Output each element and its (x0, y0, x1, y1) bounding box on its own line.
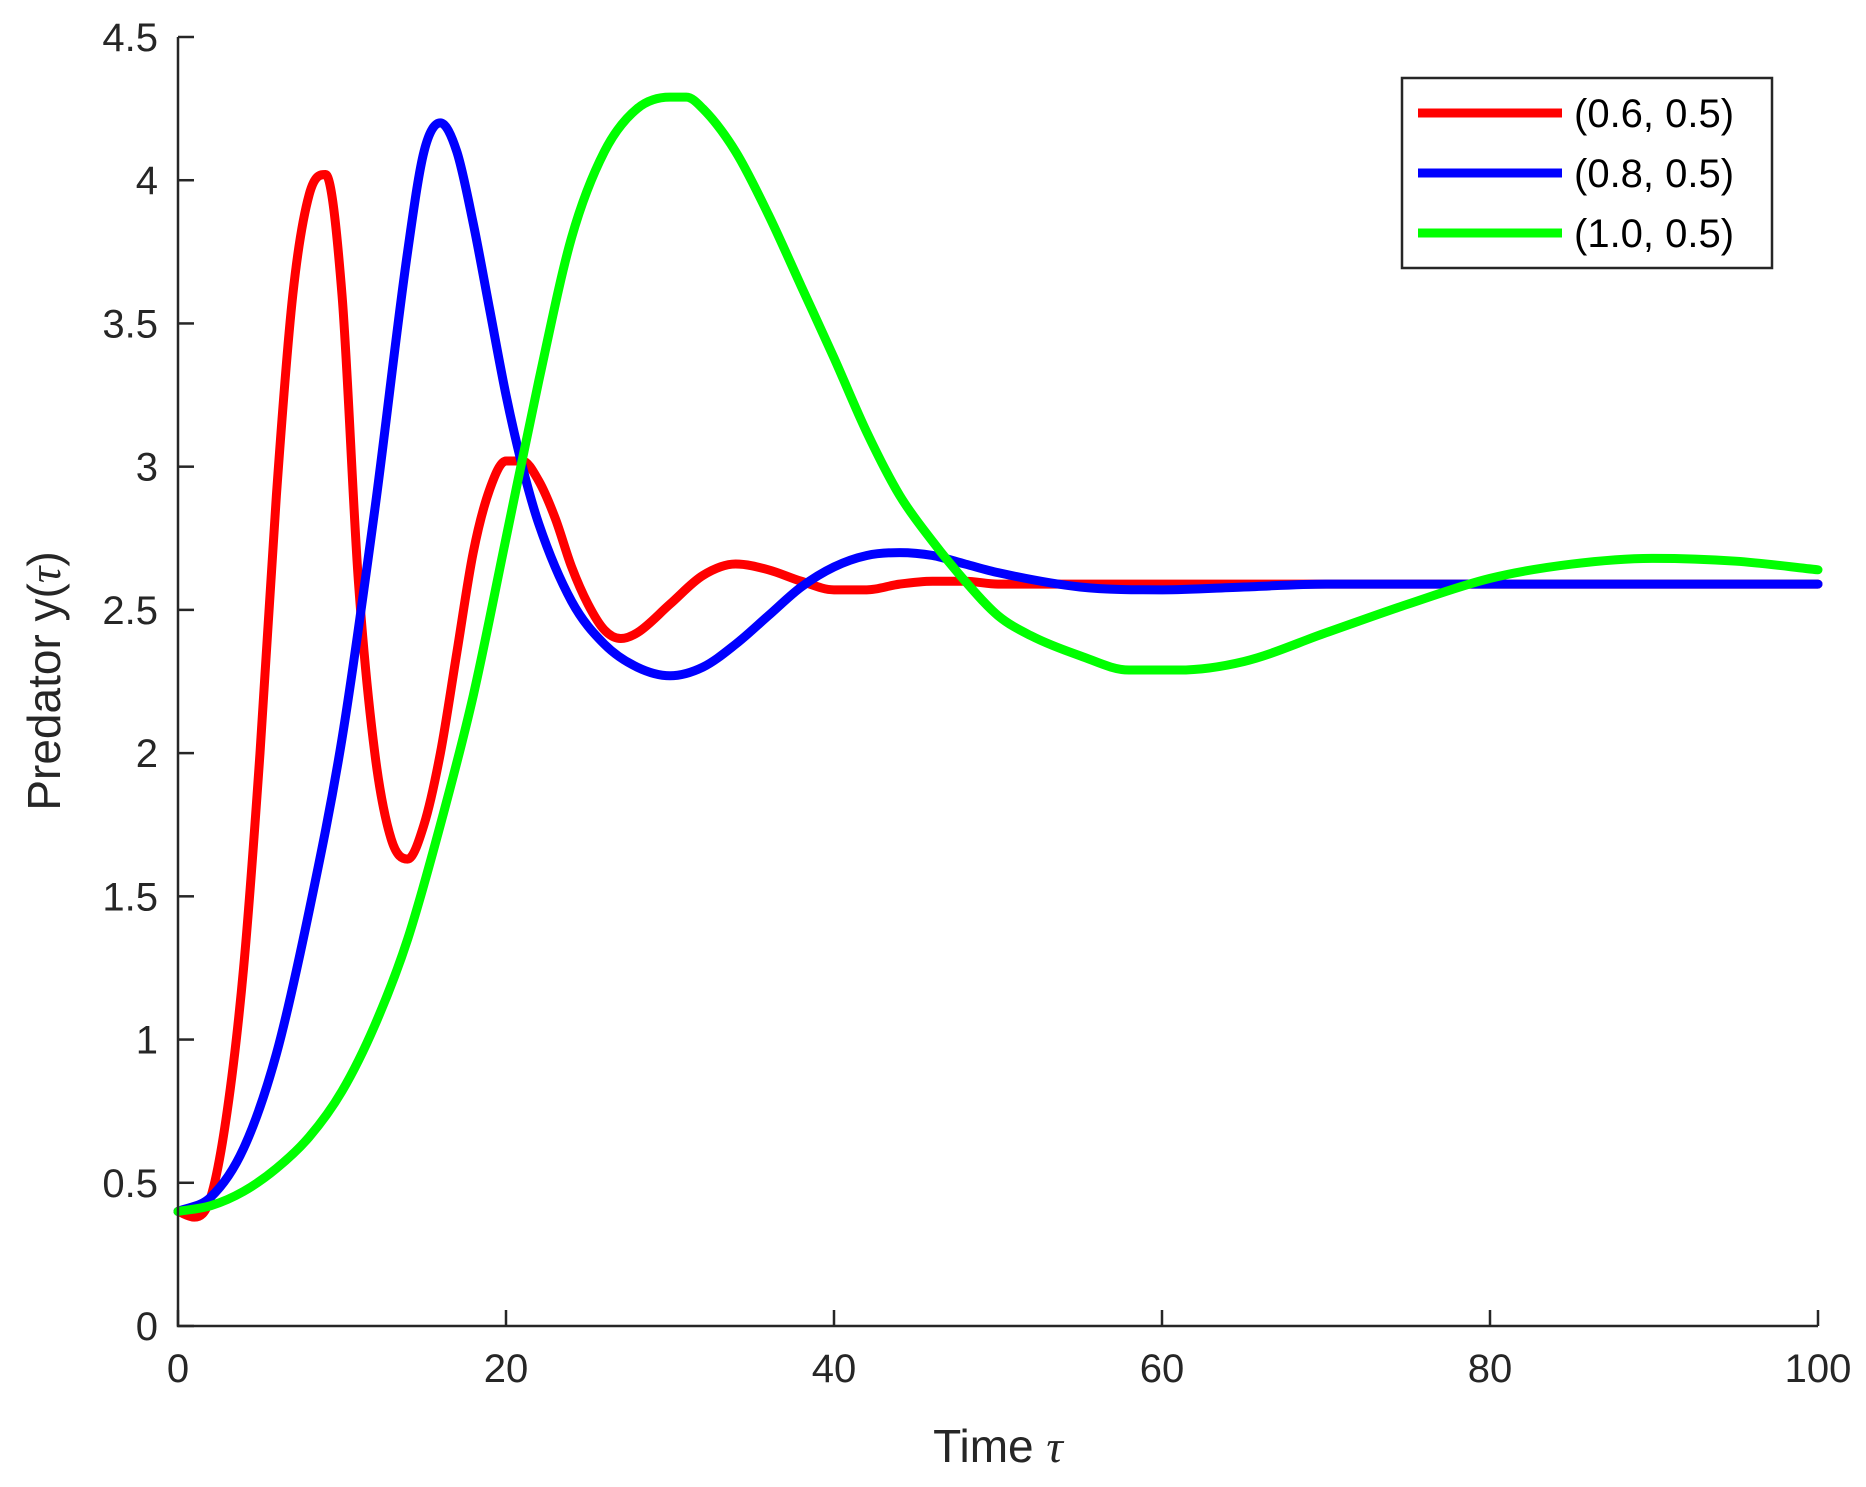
legend: (0.6, 0.5) (0.8, 0.5) (1.0, 0.5) (1400, 76, 1774, 270)
series-layer (173, 92, 1823, 1222)
x-axis: 0 20 40 60 80 100 (167, 1310, 1852, 1391)
y-tick-label: 3 (136, 446, 158, 490)
y-tick-label: 0.5 (102, 1162, 158, 1206)
y-tick-label: 2.5 (102, 589, 158, 633)
series-line-2 (173, 118, 1823, 1216)
y-tick-label: 0 (136, 1305, 158, 1349)
x-axis-label-symbol: τ (1046, 1421, 1064, 1472)
legend-label-1: (0.6, 0.5) (1574, 92, 1734, 136)
y-tick-label: 4.5 (102, 16, 158, 60)
y-tick-label: 3.5 (102, 302, 158, 346)
x-tick-label: 20 (484, 1347, 529, 1391)
legend-label-3: (1.0, 0.5) (1574, 212, 1734, 256)
x-axis-label: Time τ (933, 1420, 1064, 1472)
series-line-3 (173, 92, 1823, 1216)
y-tick-label: 1 (136, 1019, 158, 1063)
y-axis: 0 0.5 1 1.5 2 2.5 3 3.5 4 4.5 (102, 16, 194, 1349)
x-tick-label: 40 (812, 1347, 857, 1391)
series-line-1 (173, 169, 1823, 1222)
y-tick-label: 2 (136, 732, 158, 776)
x-tick-label: 0 (167, 1347, 189, 1391)
y-axis-label-symbol: τ (19, 565, 70, 583)
x-tick-label: 100 (1785, 1347, 1852, 1391)
y-axis-label: Predator y(τ) (18, 551, 70, 810)
legend-label-2: (0.8, 0.5) (1574, 152, 1734, 196)
y-tick-label: 4 (136, 159, 158, 203)
x-tick-label: 80 (1468, 1347, 1513, 1391)
y-tick-label: 1.5 (102, 875, 158, 919)
x-tick-label: 60 (1140, 1347, 1185, 1391)
